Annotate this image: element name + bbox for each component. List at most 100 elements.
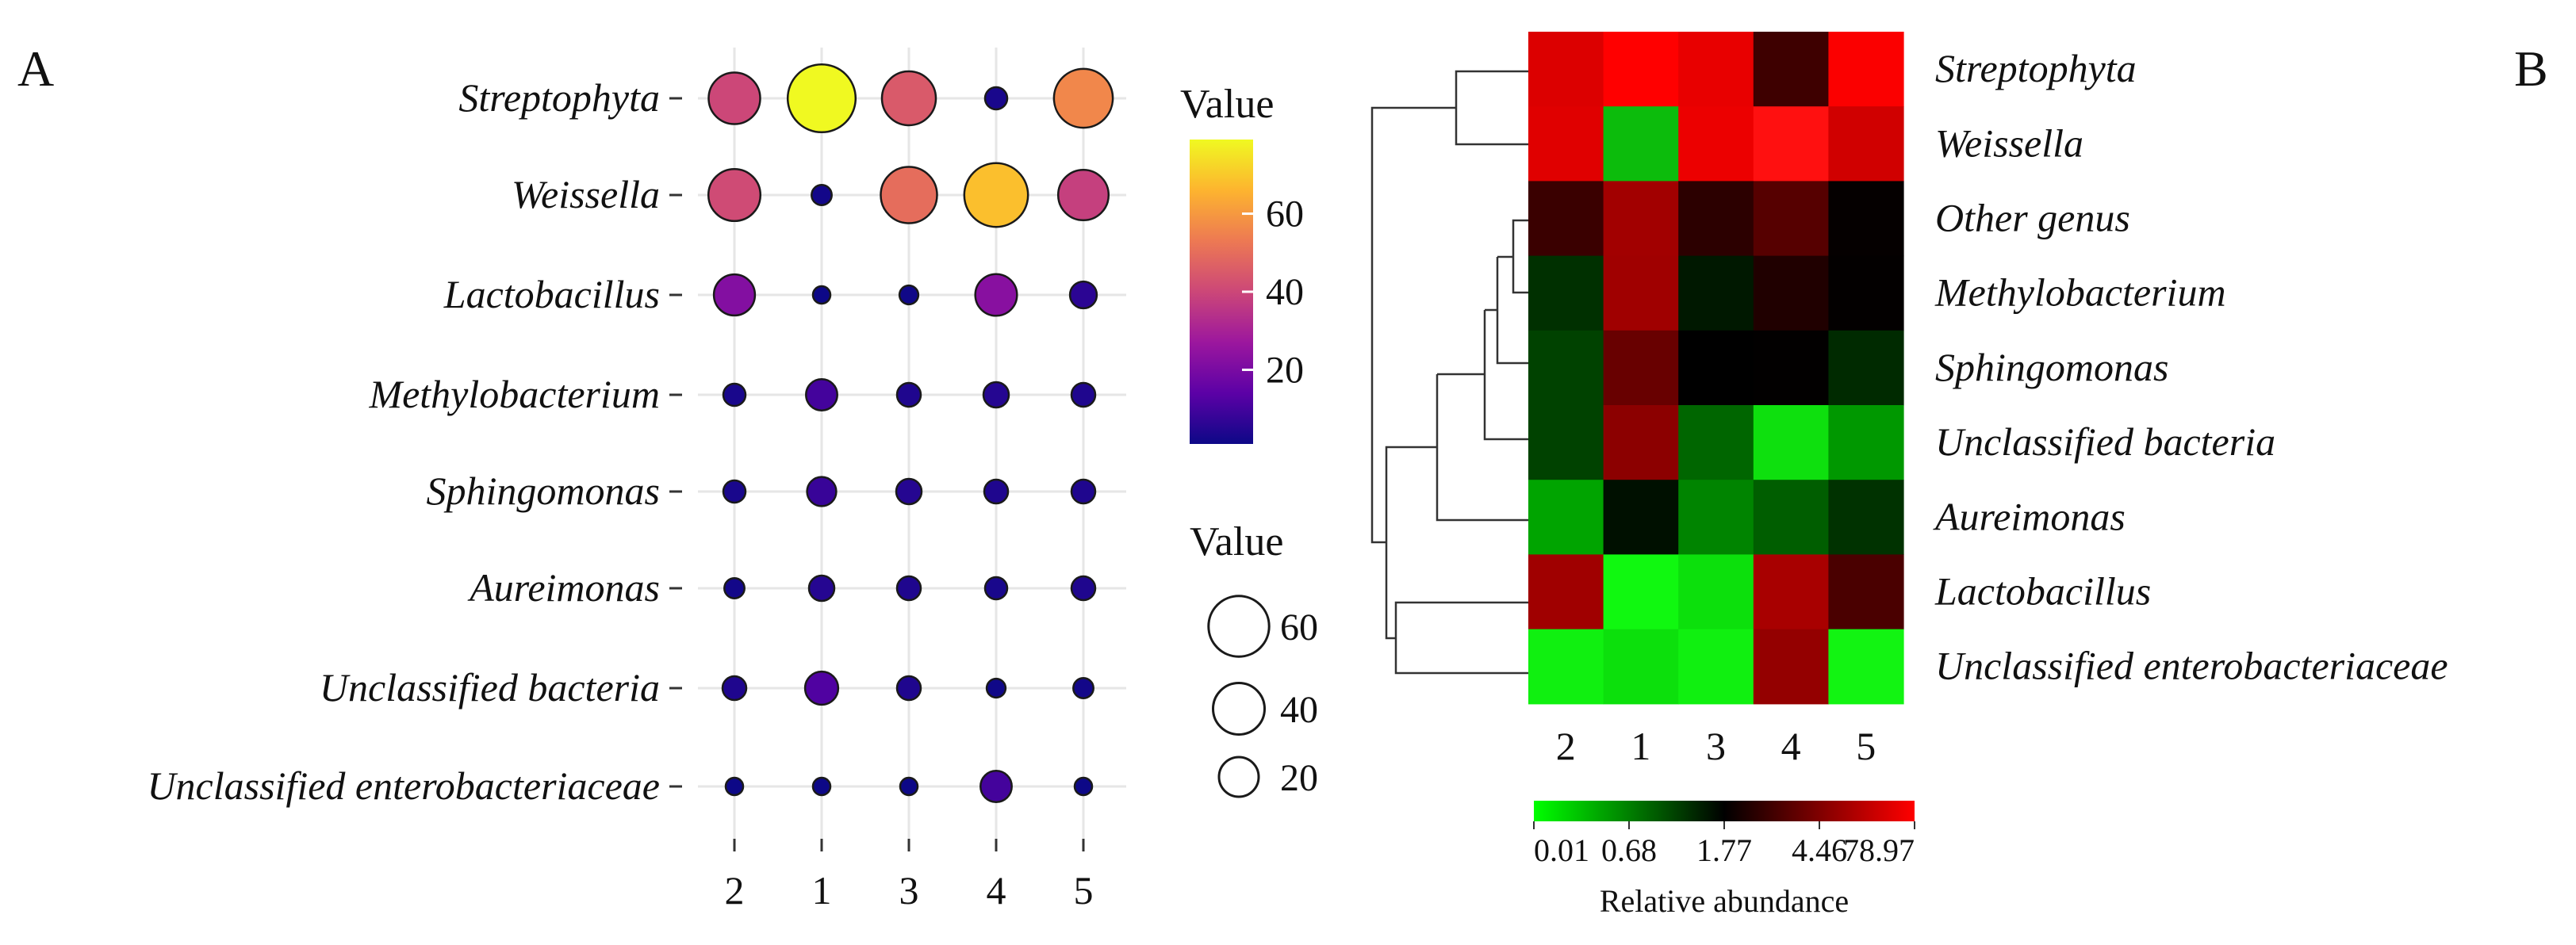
bubble-point <box>1056 168 1110 222</box>
color-legend-ticks: 20 40 60 <box>1242 193 1304 391</box>
heatmap-cell <box>1528 181 1604 257</box>
bubble-point <box>1070 478 1097 505</box>
panel-a-label: A <box>17 40 54 97</box>
y-tick-label: Unclassified bacteria <box>320 665 660 710</box>
heatmap-cell <box>1528 32 1604 107</box>
y-tick-label: Methylobacterium <box>368 372 660 416</box>
heatmap-cell <box>1753 32 1829 107</box>
heatmap-cell <box>1603 554 1679 630</box>
heatmap-column-label: 4 <box>1781 724 1801 768</box>
size-legend-circle <box>1217 756 1260 798</box>
heatmap-cell <box>1678 255 1754 331</box>
bubble-point <box>985 677 1007 699</box>
heatmap-cell <box>1678 106 1754 182</box>
size-legend-circle <box>1212 682 1266 736</box>
bubble-point <box>895 575 922 602</box>
heatmap-cell <box>1603 330 1679 406</box>
heatmap-cell <box>1528 106 1604 182</box>
heatmap-cell <box>1528 405 1604 480</box>
heatmap-cell <box>1603 405 1679 480</box>
bubble-point <box>979 770 1013 803</box>
heat-colorbar-tick-label: 0.68 <box>1601 832 1657 868</box>
size-legend-label: 20 <box>1280 757 1318 799</box>
heatmap-cell <box>1603 32 1679 107</box>
bubble-point <box>723 577 746 599</box>
y-tick-label: Aureimonas <box>467 565 660 610</box>
heatmap-cells <box>1528 32 1904 705</box>
bubble-point <box>707 71 761 125</box>
size-legend-items: 60 40 20 <box>1207 595 1318 799</box>
y-tick-label: Weissella <box>512 172 660 216</box>
bubble-y-labels: Streptophyta Weissella Lactobacillus Methyl… <box>147 75 682 808</box>
y-tick-label: Sphingomonas <box>427 469 660 513</box>
heatmap-cell <box>1528 330 1604 406</box>
bubble-point <box>880 70 937 127</box>
heatmap-cell <box>1678 32 1754 107</box>
heatmap-cell <box>1603 629 1679 705</box>
color-legend-tick-label: 40 <box>1266 271 1304 313</box>
heatmap-row-labels: Streptophyta Weissella Other genus Methylob… <box>1933 46 2448 688</box>
heatmap-row-label: Methylobacterium <box>1934 270 2226 315</box>
size-legend-label: 60 <box>1280 606 1318 648</box>
heatmap-cell <box>1753 480 1829 555</box>
heatmap-cell <box>1678 181 1754 257</box>
heatmap-column-label: 1 <box>1631 724 1650 768</box>
bubble-point <box>805 378 838 411</box>
heatmap-cell <box>1828 554 1904 630</box>
heat-colorbar-bar <box>1534 801 1915 821</box>
heatmap-cell <box>1603 480 1679 555</box>
heatmap-row-label: Streptophyta <box>1935 46 2137 90</box>
bubble-point <box>1052 67 1114 129</box>
color-legend: Value 20 40 60 <box>1180 82 1304 444</box>
dendrogram-branch <box>1394 601 1528 675</box>
heatmap-row-label: Unclassified enterobacteriaceae <box>1935 644 2448 688</box>
heat-colorbar-tick-label: 4.46 <box>1792 832 1847 868</box>
dendrogram-branch <box>1370 106 1456 544</box>
heatmap-column-label: 3 <box>1706 724 1726 768</box>
heatmap-column-labels: 2 1 3 4 5 <box>1556 724 1876 768</box>
heat-colorbar-tick-label: 1.77 <box>1696 832 1752 868</box>
heat-colorbar-tick-label: 78.97 <box>1843 832 1915 868</box>
heatmap-cell <box>1753 255 1829 331</box>
heatmap-row-label: Lactobacillus <box>1934 569 2151 614</box>
heatmap-cell <box>1603 255 1679 331</box>
heatmap-cell <box>1603 181 1679 257</box>
heat-colorbar-title: Relative abundance <box>1600 883 1849 919</box>
size-legend-title: Value <box>1190 519 1283 564</box>
bubble-point <box>811 776 832 797</box>
heatmap-cell <box>1828 405 1904 480</box>
bubble-point <box>898 284 920 306</box>
x-tick-label: 3 <box>899 868 919 912</box>
x-tick-label: 2 <box>725 868 745 912</box>
heatmap-row-label: Aureimonas <box>1933 494 2126 538</box>
bubble-point <box>974 273 1018 317</box>
dendrogram-branch <box>1455 70 1528 146</box>
heatmap-row-label: Other genus <box>1935 196 2130 240</box>
heatmap-cell <box>1753 181 1829 257</box>
heatmap-cell <box>1753 554 1829 630</box>
dendrogram-branch <box>1483 310 1528 441</box>
bubble-point <box>803 670 840 706</box>
y-tick-label: Lactobacillus <box>443 272 660 316</box>
y-tick-label: Streptophyta <box>458 75 660 120</box>
heatmap-cell <box>1753 330 1829 406</box>
bubble-point <box>1073 776 1094 797</box>
dendrogram <box>1370 70 1528 675</box>
heatmap: Streptophyta Weissella Other genus Methylob… <box>1528 32 2448 768</box>
heatmap-cell <box>1828 629 1904 705</box>
heatmap-cell <box>1828 32 1904 107</box>
heatmap-column-label: 5 <box>1856 724 1876 768</box>
heatmap-row-label: Unclassified bacteria <box>1935 419 2275 464</box>
bubble-point <box>1070 575 1097 602</box>
heatmap-cell <box>1678 405 1754 480</box>
heatmap-cell <box>1753 405 1829 480</box>
color-legend-tick-label: 20 <box>1266 349 1304 391</box>
bubble-point <box>1068 280 1098 310</box>
bubble-point <box>807 574 836 603</box>
bubble-point <box>786 63 857 134</box>
heatmap-cell <box>1678 629 1754 705</box>
heatmap-cell <box>1678 480 1754 555</box>
